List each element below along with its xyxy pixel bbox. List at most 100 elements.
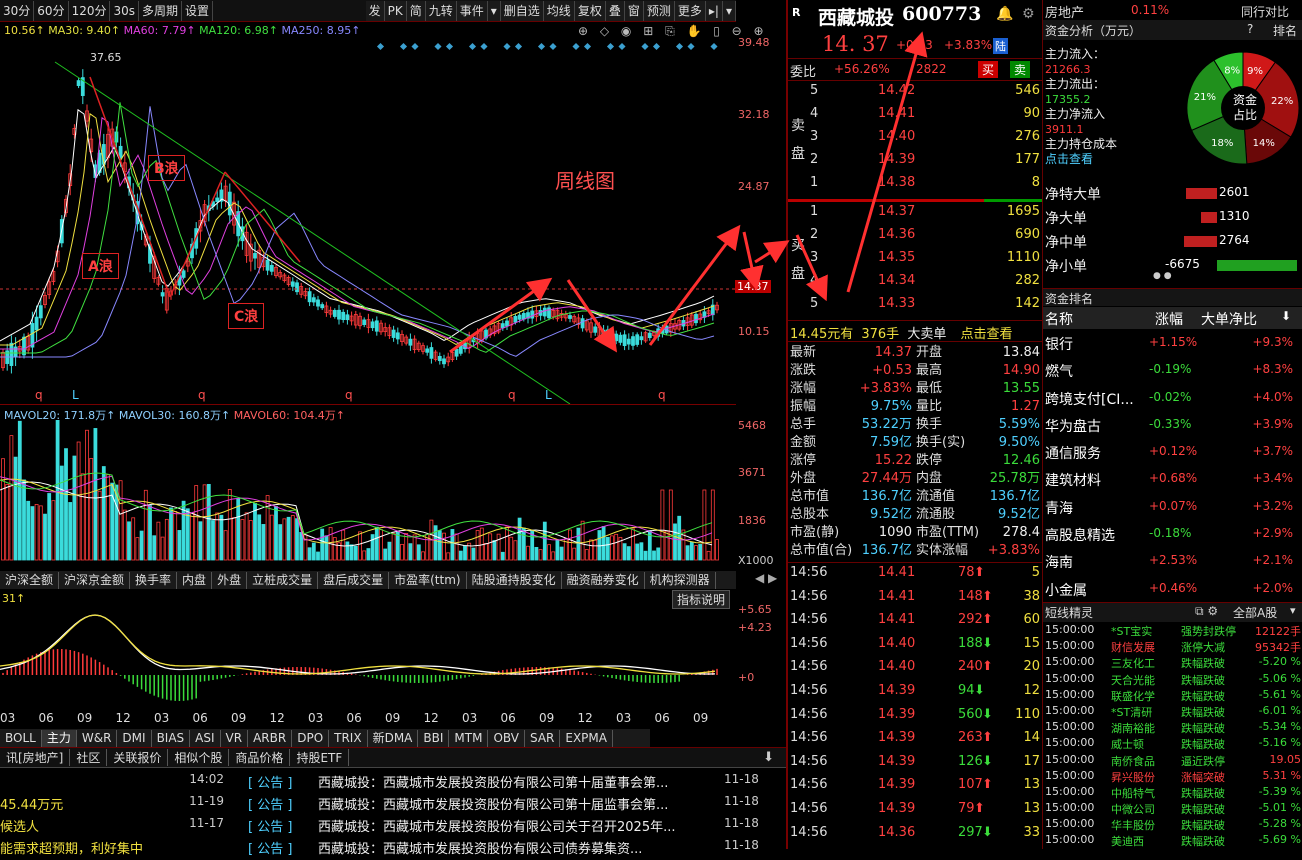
news-tab-4[interactable]: 商品价格 (229, 749, 291, 766)
indicator-help-button[interactable]: 指标说明 (672, 590, 731, 609)
sector-name[interactable]: 房地产 (1045, 6, 1085, 21)
elves-row[interactable]: 15:00:00 *ST宝实 强势封跌停 12122手 (1043, 623, 1302, 639)
pager-dots[interactable]: ● ● (1153, 271, 1172, 281)
elves-row[interactable]: 15:00:00 威士顿 跌幅跌破 -5.16 % (1043, 736, 1302, 752)
elves-row[interactable]: 15:00:00 湖南裕能 跌幅跌破 -5.34 % (1043, 720, 1302, 736)
chart-tool-icons[interactable]: ⊕ ◇ ◉ ⊞ ⎘ ✋ ▯ ⊖ ⊕ (578, 24, 768, 38)
bottom-tab-3[interactable]: DMI (117, 729, 152, 747)
candlestick-chart[interactable] (0, 22, 736, 404)
toolbar-right-item-11[interactable]: 预测 (644, 0, 675, 21)
bottom-tab-13[interactable]: OBV (488, 729, 525, 747)
mid-tab-5[interactable]: 立桩成交量 (247, 571, 319, 589)
toolbar-right-item-6[interactable]: 删自选 (501, 0, 544, 21)
elves-row[interactable]: 15:00:00 联盛化学 跌幅跌破 -5.61 % (1043, 688, 1302, 704)
rank-head-ratio[interactable]: 大单净比 (1201, 312, 1257, 328)
bottom-tab-2[interactable]: W&R (77, 729, 118, 747)
toolbar-right-item-5[interactable]: ▾ (488, 0, 501, 21)
bell-icon[interactable]: 🔔 (996, 6, 1014, 22)
help-icon[interactable]: ? (1247, 22, 1254, 36)
news-left-row[interactable]: 14:02 (0, 772, 228, 794)
toolbar-right-item-1[interactable]: PK (385, 0, 407, 21)
elves-row[interactable]: 15:00:00 财信发展 涨停大减 95342手 (1043, 639, 1302, 655)
bottom-tab-1[interactable]: 主力 (41, 729, 77, 747)
mid-tab-8[interactable]: 陆股通持股变化 (467, 571, 562, 589)
bid-row-1[interactable]: 1 14.37 1695 (788, 204, 1042, 227)
bottom-tab-15[interactable]: EXPMA (560, 729, 613, 747)
mid-tab-4[interactable]: 外盘 (212, 571, 248, 589)
compare-link[interactable]: 同行对比 (1241, 5, 1290, 19)
ask-row-1[interactable]: 1 14.38 8 (788, 175, 1042, 198)
bid-row-3[interactable]: 3 14.35 1110 (788, 250, 1042, 273)
volume-chart[interactable] (0, 420, 736, 570)
bottom-tab-12[interactable]: MTM (449, 729, 489, 747)
toolbar-right-item-0[interactable]: 发 (366, 0, 385, 21)
toolbar-right-item-12[interactable]: 更多 (675, 0, 706, 21)
tab-scroll-arrows[interactable]: ◀ ▶ (755, 571, 778, 585)
elves-row[interactable]: 15:00:00 *ST清研 跌幅跌破 -6.01 % (1043, 704, 1302, 720)
rank-row[interactable]: 跨境支付[CI... -0.02% +4.0% (1043, 385, 1302, 412)
elves-row[interactable]: 15:00:00 三友化工 跌幅跌破 -5.20 % (1043, 655, 1302, 671)
mid-tab-0[interactable]: 沪深全额 (0, 571, 60, 589)
ask-row-5[interactable]: 5 14.42 546 (788, 83, 1042, 106)
news-tab-3[interactable]: 相似个股 (168, 749, 230, 766)
bottom-tab-4[interactable]: BIAS (152, 729, 191, 747)
news-left-row[interactable]: 候选人 11-17 (0, 816, 228, 838)
rank-row[interactable]: 建筑材料 +0.68% +3.4% (1043, 466, 1302, 493)
toolbar-right-item-14[interactable]: ▾ (723, 0, 736, 21)
bottom-tab-10[interactable]: 新DMA (368, 729, 419, 747)
elves-scope[interactable]: 全部A股 (1233, 606, 1278, 620)
toolbar-item-3[interactable]: 30s (110, 0, 139, 21)
mid-tab-10[interactable]: 机构探测器 (645, 571, 716, 589)
elves-row[interactable]: 15:00:00 中微公司 跌幅跌破 -5.01 % (1043, 801, 1302, 817)
elves-row[interactable]: 15:00:00 昇兴股份 涨幅突破 5.31 % (1043, 769, 1302, 785)
toolbar-right-item-3[interactable]: 九转 (426, 0, 457, 21)
rank-row[interactable]: 通信服务 +0.12% +3.7% (1043, 439, 1302, 466)
elves-row[interactable]: 15:00:00 中船特气 跌幅跌破 -5.39 % (1043, 785, 1302, 801)
buy-button[interactable]: 买 (978, 61, 999, 78)
news-item[interactable]: [ 公告 ] 西藏城投：西藏城市发展投资股份有限公司关于召开2025年... 11-… (248, 816, 768, 838)
ask-row-2[interactable]: 2 14.39 177 (788, 152, 1042, 175)
toolbar-item-2[interactable]: 120分 (69, 0, 111, 21)
toolbar-item-1[interactable]: 60分 (34, 0, 69, 21)
chevron-down-icon[interactable]: ▾ (1290, 604, 1296, 617)
rank-row[interactable]: 银行 +1.15% +9.3% (1043, 330, 1302, 357)
mid-tab-6[interactable]: 盘后成交量 (318, 571, 390, 589)
elves-row[interactable]: 15:00:00 华丰股份 跌幅跌破 -5.28 % (1043, 817, 1302, 833)
rank-row[interactable]: 燃气 -0.19% +8.3% (1043, 357, 1302, 384)
bottom-tab-0[interactable]: BOLL (0, 729, 42, 747)
rank-row[interactable]: 高股息精选 -0.18% +2.9% (1043, 521, 1302, 548)
rank-link[interactable]: 排名 (1273, 24, 1298, 38)
bid-row-5[interactable]: 5 14.33 142 (788, 296, 1042, 319)
toolbar-right-item-4[interactable]: 事件 (457, 0, 488, 21)
rank-row[interactable]: 华为盘古 -0.33% +3.9% (1043, 412, 1302, 439)
news-tab-1[interactable]: 社区 (70, 749, 108, 766)
bottom-tab-14[interactable]: SAR (525, 729, 561, 747)
bid-row-4[interactable]: 4 14.34 282 (788, 273, 1042, 296)
bottom-tab-8[interactable]: DPO (292, 729, 330, 747)
rank-row[interactable]: 青海 +0.07% +3.2% (1043, 494, 1302, 521)
news-item[interactable]: [ 公告 ] 西藏城投：西藏城市发展投资股份有限公司债券募集资... 11-18 (248, 838, 768, 860)
news-item[interactable]: [ 公告 ] 西藏城投：西藏城市发展投资股份有限公司第十届董事会第... 11-18 (248, 772, 768, 794)
rank-head-pct[interactable]: 涨幅 (1155, 312, 1183, 328)
mid-tab-2[interactable]: 换手率 (130, 571, 178, 589)
news-left-row[interactable]: 45.44万元 11-19 (0, 794, 228, 816)
mid-tab-1[interactable]: 沪深京金额 (59, 571, 131, 589)
toolbar-right-item-9[interactable]: 叠 (606, 0, 625, 21)
mid-tab-9[interactable]: 融资融券变化 (562, 571, 645, 589)
ask-row-4[interactable]: 4 14.41 90 (788, 106, 1042, 129)
bottom-tab-6[interactable]: VR (221, 729, 249, 747)
toolbar-right-item-13[interactable]: ▸| (706, 0, 723, 21)
download-icon[interactable]: ⬇ (763, 750, 774, 765)
news-tab-5[interactable]: 持股ETF (290, 749, 350, 766)
toolbar-item-0[interactable]: 30分 (0, 0, 35, 21)
toolbar-item-4[interactable]: 多周期 (139, 0, 183, 21)
elves-row[interactable]: 15:00:00 天合光能 跌幅跌破 -5.06 % (1043, 672, 1302, 688)
ask-row-3[interactable]: 3 14.40 276 (788, 129, 1042, 152)
toolbar-right-item-10[interactable]: 窗 (625, 0, 644, 21)
news-left-row[interactable]: 能需求超预期，利好集中 (0, 838, 228, 860)
bottom-tab-5[interactable]: ASI (190, 729, 221, 747)
gear-icon[interactable]: ⚙ (1022, 6, 1035, 22)
bottom-tab-9[interactable]: TRIX (329, 729, 368, 747)
rank-row[interactable]: 小金属 +0.46% +2.0% (1043, 576, 1302, 603)
news-tab-2[interactable]: 关联报价 (107, 749, 169, 766)
